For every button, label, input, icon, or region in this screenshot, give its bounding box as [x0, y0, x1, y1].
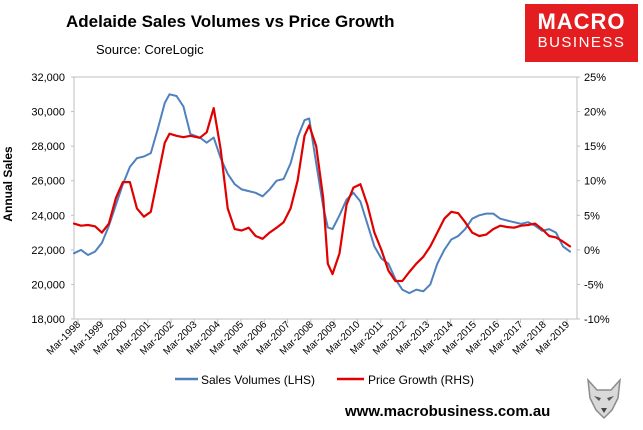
logo-line-2: BUSINESS — [537, 34, 626, 51]
y-left-tick-label: 24,000 — [31, 210, 65, 222]
chart-title: Adelaide Sales Volumes vs Price Growth — [66, 12, 394, 31]
y-right-tick-label: -5% — [584, 279, 604, 291]
y-right-tick-label: -10% — [584, 314, 610, 326]
legend: Sales Volumes (LHS) Price Growth (RHS) — [175, 373, 474, 387]
wolf-logo-icon — [586, 377, 622, 420]
legend-label-sales: Sales Volumes (LHS) — [201, 373, 315, 387]
y-right-tick-label: 10% — [584, 176, 606, 188]
y-left-tick-label: 20,000 — [31, 279, 65, 291]
plot-area — [73, 76, 578, 320]
y-left-tick-label: 32,000 — [31, 72, 65, 84]
y-right-tick-label: 15% — [584, 141, 606, 153]
y-left-tick-label: 30,000 — [31, 107, 65, 119]
y-left-tick-label: 28,000 — [31, 141, 65, 153]
footer-url[interactable]: www.macrobusiness.com.au — [344, 403, 550, 420]
macrobusiness-logo: MACRO BUSINESS — [525, 4, 638, 62]
series-group — [72, 93, 572, 295]
y-right-tick-label: 0% — [584, 245, 600, 257]
y-left-tick-label: 22,000 — [31, 245, 65, 257]
chart-subtitle: Source: CoreLogic — [96, 42, 204, 57]
legend-label-price: Price Growth (RHS) — [368, 373, 474, 387]
y-right-tick-label: 25% — [584, 72, 606, 84]
y-right-tick-label: 5% — [584, 210, 600, 222]
y-left-tick-label: 18,000 — [31, 314, 65, 326]
y-left-tick-label: 26,000 — [31, 176, 65, 188]
y-axis-label-left: Annual Sales — [1, 146, 15, 222]
price-growth-line — [72, 106, 572, 283]
y-right-tick-label: 20% — [584, 107, 606, 119]
logo-line-1: MACRO — [537, 9, 626, 34]
